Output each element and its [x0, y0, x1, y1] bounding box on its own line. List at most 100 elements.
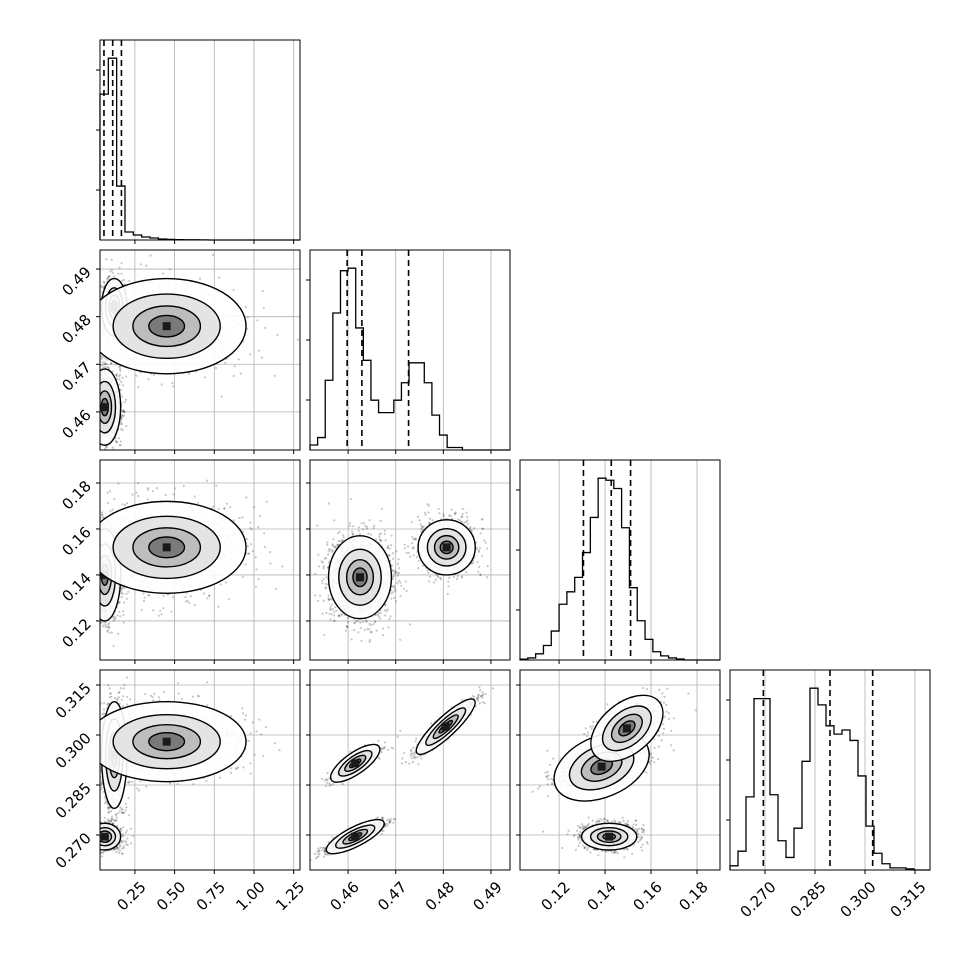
sample-point [110, 258, 113, 261]
sample-point [105, 445, 108, 448]
sample-point [102, 280, 105, 283]
sample-point [97, 397, 99, 399]
sample-point [95, 581, 97, 583]
sample-point [107, 275, 110, 278]
sample-point [98, 413, 100, 415]
sample-point [89, 387, 91, 389]
sample-point [95, 433, 97, 435]
sample-point [89, 563, 91, 565]
sample-point [244, 306, 247, 309]
sample-point [96, 608, 98, 610]
sample-point [91, 439, 93, 441]
sample-point [90, 382, 92, 384]
sample-point [97, 407, 99, 409]
sample-point [217, 507, 220, 510]
sample-point [104, 362, 107, 366]
sample-point [85, 554, 87, 556]
sample-point [232, 519, 236, 522]
sample-point [87, 393, 89, 395]
sample-point [87, 596, 89, 598]
sample-point [93, 572, 95, 574]
sample-point [100, 457, 102, 459]
sample-point [92, 389, 94, 391]
sample-point [104, 624, 107, 627]
sample-point [75, 359, 77, 361]
sample-point [206, 597, 209, 600]
sample-point [93, 565, 95, 567]
sample-point [89, 392, 91, 394]
sample-point [83, 548, 85, 550]
sample-point [97, 376, 99, 378]
sample-point [90, 427, 92, 429]
sample-point [96, 616, 98, 618]
sample-point [157, 614, 160, 617]
sample-point [95, 388, 97, 390]
sample-point [92, 399, 94, 401]
sample-point [90, 404, 92, 406]
sample-point [120, 262, 123, 265]
sample-point [89, 591, 91, 593]
sample-point [94, 374, 96, 376]
y-tick-label: 0.48 [58, 311, 94, 347]
sample-point [95, 394, 97, 396]
sample-point [143, 596, 146, 599]
sample-point [198, 277, 202, 280]
sample-point [215, 484, 218, 487]
sample-point [97, 554, 99, 556]
sample-point [96, 568, 98, 570]
sample-point [264, 326, 267, 329]
sample-point [60, 522, 62, 524]
sample-point [91, 555, 93, 557]
sample-point [149, 254, 152, 257]
sample-point [92, 428, 94, 430]
sample-point [118, 378, 121, 381]
sample-point [94, 599, 96, 601]
sample-point [97, 589, 99, 591]
sample-point [88, 569, 90, 571]
sample-point [96, 395, 98, 397]
sample-point [89, 569, 91, 571]
sample-point [94, 579, 96, 581]
sample-point [94, 412, 96, 414]
sample-point [95, 546, 97, 548]
panel-frame [99, 39, 301, 241]
sample-point [121, 384, 125, 387]
sample-point [93, 388, 95, 390]
sample-point [93, 558, 95, 560]
sample-point [122, 621, 125, 624]
sample-point [98, 578, 100, 580]
sample-point [118, 375, 121, 378]
sample-point [104, 626, 107, 629]
sample-point [95, 374, 97, 376]
sample-point [123, 410, 126, 414]
sample-point [89, 547, 91, 549]
sample-point [261, 290, 264, 293]
sample-point [98, 583, 100, 585]
sample-point [79, 519, 81, 521]
sample-point [122, 409, 125, 412]
sample-point [97, 598, 99, 600]
sample-point [105, 363, 108, 366]
sample-point [168, 268, 171, 271]
sample-point [96, 405, 98, 407]
sample-point [241, 516, 244, 519]
sample-point [124, 375, 128, 378]
sample-point [81, 398, 83, 400]
sample-point [172, 596, 175, 599]
sample-point [98, 606, 100, 608]
sample-point [107, 366, 110, 369]
sample-point [92, 543, 94, 545]
sample-point [97, 417, 99, 419]
sample-point [89, 384, 91, 386]
sample-point [93, 540, 95, 542]
sample-point [77, 613, 79, 615]
sample-point [97, 414, 99, 416]
sample-point [91, 553, 93, 555]
sample-point [96, 557, 98, 559]
sample-point [107, 456, 109, 458]
sample-point [97, 593, 99, 595]
sample-point [93, 415, 95, 417]
sample-point [90, 381, 92, 383]
sample-point [98, 405, 100, 407]
sample-point [184, 596, 187, 599]
